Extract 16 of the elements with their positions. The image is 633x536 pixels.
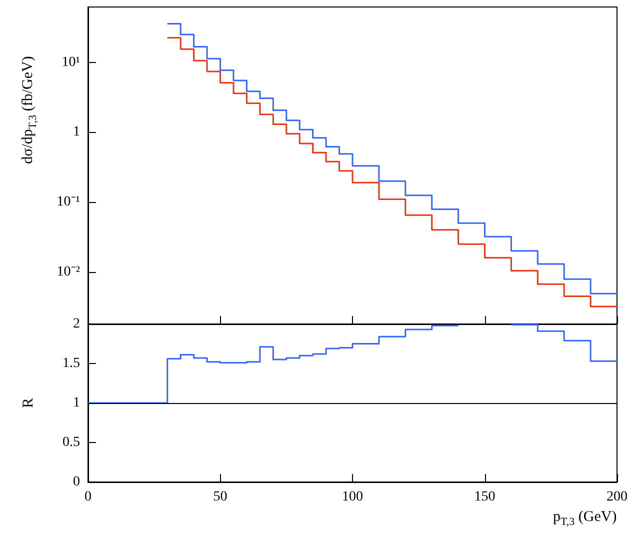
x-tick-label: 50 [213,490,228,504]
x-tick-label: 200 [606,490,628,504]
y-tick-label: 10⁻² [56,264,80,280]
x-axis-title: p$_{T,3}$ (GeV) [553,509,617,528]
y-tick-label: 0.5 [62,435,80,450]
x-tick-label: 150 [474,490,496,504]
y-axis-title: R [20,398,36,408]
y-tick-label: 1.5 [62,356,80,371]
y-tick-label: 10¹ [62,54,80,70]
y-tick-label: 10⁻¹ [56,194,80,210]
x-tick-label: 0 [84,490,92,504]
x-tick-label: 100 [342,490,363,504]
y-tick-label: 0 [73,474,80,490]
y-tick-label: 1 [73,124,80,140]
y-tick-label: 2 [73,316,80,332]
y-tick-label: 1 [73,396,80,410]
